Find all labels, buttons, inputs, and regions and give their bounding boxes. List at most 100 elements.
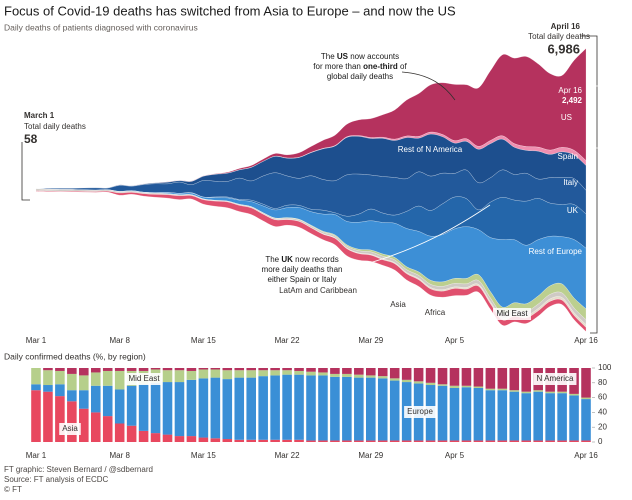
x-tick-label: Mar 22: [275, 451, 300, 460]
label-box: [125, 373, 163, 385]
bar-segment: [270, 375, 280, 440]
note-text: for more than: [313, 62, 363, 71]
bar-segment: [126, 385, 137, 426]
stream-chart: US Rest of N America Spain Italy UK Rest of E…: [26, 47, 598, 345]
bar-segment: [449, 368, 460, 386]
series-label: N America: [537, 374, 574, 383]
bar-segment: [437, 368, 448, 385]
bar-segment: [270, 370, 280, 376]
bar-segment: [43, 391, 53, 442]
note-text: more daily deaths than: [262, 265, 343, 274]
bar-segment: [437, 440, 448, 442]
bar-segment: [102, 368, 113, 371]
bar-segment: [294, 368, 304, 371]
bar-segment: [581, 399, 591, 441]
bar-segment: [90, 368, 101, 373]
bar-segment: [234, 368, 245, 371]
stream-band: [35, 188, 587, 321]
bar-segment: [569, 395, 579, 441]
note-text: now accounts: [348, 52, 399, 61]
series-label: Rest of N America: [398, 145, 463, 154]
bar-segment: [461, 440, 472, 442]
bar-segment: [306, 371, 316, 376]
bar-segment: [234, 439, 245, 442]
bar-segment: [90, 372, 101, 386]
bar-segment: [282, 439, 292, 442]
bar-segment: [545, 393, 555, 441]
bar-segment: [485, 368, 496, 389]
bar-segment: [114, 368, 125, 371]
series-label: Asia: [390, 300, 406, 309]
bar-segment: [246, 370, 256, 378]
bar-segment: [55, 396, 65, 442]
bar-segment: [449, 440, 460, 442]
bar-segment: [102, 416, 113, 442]
bar-segment: [461, 385, 472, 388]
note-text: US: [337, 52, 349, 61]
bar-segment: [545, 391, 555, 394]
bar-segment: [318, 440, 328, 442]
bar-segment: [509, 440, 520, 442]
bar-segment: [210, 377, 221, 439]
bar-segment: [150, 382, 161, 434]
bar-segment: [294, 439, 304, 442]
end-total: 6,986: [547, 41, 580, 56]
bar-segment: [246, 368, 256, 371]
bar-segment: [55, 368, 65, 371]
bar-segment: [342, 376, 352, 441]
note-text: either Spain or Italy: [268, 275, 337, 284]
bar-segment: [509, 368, 520, 391]
end-bracket: [580, 35, 598, 334]
bar-segment: [366, 377, 376, 441]
bar-segment: [354, 440, 364, 442]
bar-segment: [198, 437, 209, 442]
bar-segment: [330, 376, 340, 441]
bar-segment: [473, 387, 484, 441]
bar-segment: [162, 368, 173, 371]
bar-title: Daily confirmed deaths (%, by region): [4, 351, 146, 361]
bar-segment: [234, 377, 245, 440]
bar-segment: [413, 381, 424, 384]
start-bracket: [21, 142, 30, 201]
y-tick-label: 40: [598, 408, 607, 417]
bar-segment: [581, 440, 591, 442]
bar-segment: [533, 390, 543, 392]
x-tick-label: Mar 15: [191, 336, 216, 345]
bar-segment: [425, 440, 436, 442]
bar-segment: [67, 373, 77, 391]
bar-segment: [210, 369, 221, 378]
bar-segment: [174, 370, 185, 383]
note-line: either Spain or Italy: [268, 275, 337, 284]
bar-segment: [102, 370, 113, 386]
bar-segment: [79, 390, 89, 409]
bar-segment: [102, 385, 113, 417]
bar-segment: [67, 401, 77, 442]
label-box: [59, 423, 81, 435]
stream-band: [35, 133, 587, 191]
bar-segment: [79, 375, 89, 391]
us-date: Apr 16: [558, 86, 582, 95]
bar-segment: [342, 440, 352, 442]
x-tick-label: Mar 15: [191, 451, 216, 460]
bar-segment: [31, 368, 41, 385]
bar-segment: [401, 440, 412, 442]
bar-segment: [55, 370, 65, 385]
bar-segment: [282, 370, 292, 375]
end-label: Total daily deaths: [528, 32, 590, 41]
bar-segment: [55, 384, 65, 397]
bar-segment: [294, 370, 304, 375]
series-label: Italy: [563, 178, 578, 187]
bar-segment: [330, 373, 340, 377]
us-value: 2,492: [562, 96, 583, 105]
us-arrow: [401, 71, 456, 101]
bar-segment: [437, 384, 448, 386]
bar-segment: [186, 379, 197, 437]
note-line: global daily deaths: [327, 72, 393, 81]
note-text: one-third: [363, 62, 398, 71]
bar-segment: [377, 440, 388, 442]
bar-chart: Mar 1 Mar 8 Mar 15 Mar 22 Mar 29 Apr 5 Apr 160…: [26, 363, 612, 460]
bar-segment: [234, 370, 245, 378]
bar-segment: [342, 373, 352, 377]
bar-segment: [509, 390, 520, 392]
bar-segment: [258, 376, 268, 440]
